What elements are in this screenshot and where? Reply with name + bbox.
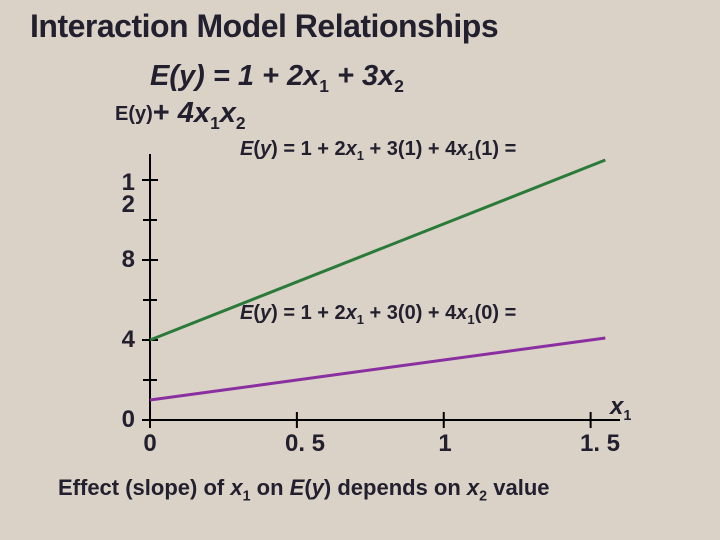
- annotation-upper: E(y) = 1 + 2x1 + 3(1) + 4x1(1) =: [240, 138, 516, 163]
- footer-text: Effect (slope) of x1 on E(y) depends on …: [58, 475, 660, 505]
- x-axis-label: x1: [610, 393, 631, 424]
- xtick-1: 1: [415, 430, 475, 458]
- ey-overlap-label: E(y): [115, 103, 153, 125]
- annotation-lower: E(y) = 1 + 2x1 + 3(0) + 4x1(0) =: [240, 302, 516, 327]
- xtick-05: 0. 5: [265, 430, 345, 458]
- slide-title: Interaction Model Relationships: [30, 8, 710, 45]
- xtick-15: 1. 5: [560, 430, 640, 458]
- equation-line-1: E(y) = 1 + 2x1 + 3x2: [150, 60, 700, 97]
- ytick-12: 1 2: [95, 172, 135, 215]
- xtick-0: 0: [120, 430, 180, 458]
- chart: 1 2 8 4 0 0 0. 5 1 1. 5 x1 E(y) = 1 + 2x…: [80, 140, 640, 460]
- line-x2-0: [150, 338, 605, 400]
- slide: { "title": "Interaction Model Relationsh…: [0, 0, 720, 540]
- chart-svg: [80, 140, 640, 460]
- ytick-8: 8: [95, 246, 135, 274]
- equation-line-2: E(y)+ 4x1x2: [115, 97, 246, 134]
- ytick-4: 4: [95, 326, 135, 354]
